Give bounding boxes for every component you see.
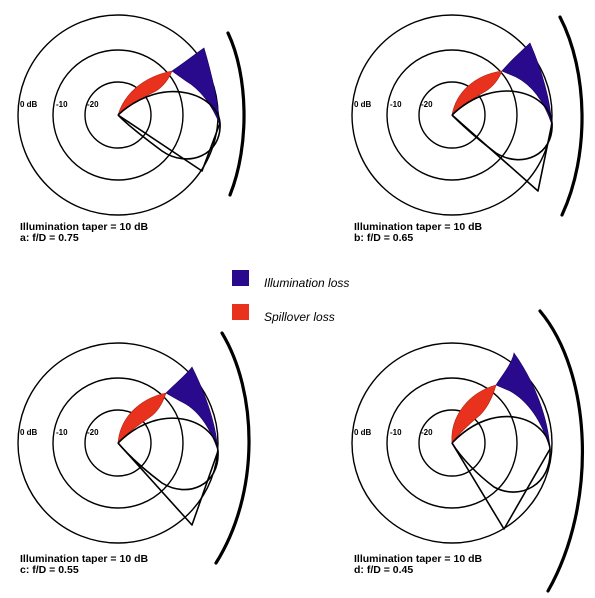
ring-label-minus20: -20 [421, 428, 433, 437]
panel-d: 0 dB -10 -20 [351, 309, 584, 593]
ring-minus20db [418, 409, 486, 477]
reflector-arc [538, 309, 584, 593]
panel-a-caption-fd: a: f/D = 0.75 [20, 232, 79, 244]
ring-minus10db [52, 377, 184, 509]
spillover-loss-region [451, 384, 497, 444]
ring-label-0db: 0 dB [354, 428, 372, 437]
reflector-arc [214, 331, 251, 565]
feed-pattern-lobe [451, 415, 551, 493]
edge-ray [117, 442, 219, 526]
ring-label-minus10: -10 [56, 428, 68, 437]
illumination-loss-region [495, 352, 551, 450]
panel-b: 0 dB -10 -20 [351, 14, 584, 217]
legend: Illumination loss Spillover loss [232, 270, 349, 324]
ring-0db [351, 14, 553, 216]
panel-d-caption-fd: d: f/D = 0.45 [354, 564, 413, 576]
ring-label-0db: 0 dB [354, 100, 372, 109]
edge-ray [117, 114, 221, 172]
edge-ray [451, 114, 553, 192]
legend-swatch-spillover [232, 304, 249, 320]
ring-minus20db [418, 81, 486, 149]
ring-minus10db [386, 377, 518, 509]
reflector-arc [558, 15, 584, 217]
ring-0db [17, 342, 219, 544]
legend-label-illumination: Illumination loss [264, 276, 349, 290]
ring-label-minus10: -10 [390, 428, 402, 437]
illumination-loss-region [165, 366, 219, 452]
ring-minus10db [52, 49, 184, 181]
ring-label-minus10: -10 [56, 100, 68, 109]
ring-minus10db [386, 49, 518, 181]
panel-c-caption-fd: c: f/D = 0.55 [20, 564, 79, 576]
illumination-loss-region [501, 42, 553, 126]
panel-b-caption-fd: b: f/D = 0.65 [354, 232, 413, 244]
feed-pattern-lobe [117, 90, 221, 160]
panel-d-caption-taper: Illumination taper = 10 dB [354, 553, 482, 565]
ring-label-minus20: -20 [87, 100, 99, 109]
panel-a-caption-taper: Illumination taper = 10 dB [20, 221, 148, 233]
legend-swatch-illumination [232, 270, 249, 286]
spillover-loss-region [117, 392, 167, 445]
feed-pattern-lobe [117, 417, 219, 491]
ring-label-0db: 0 dB [20, 428, 38, 437]
panel-a: 0 dB -10 -20 [17, 14, 246, 216]
ring-label-minus20: -20 [421, 100, 433, 109]
reflector-arc [226, 31, 246, 197]
ring-0db [351, 342, 553, 544]
ring-label-minus20: -20 [87, 428, 99, 437]
ring-minus20db [84, 81, 152, 149]
ring-label-minus10: -10 [390, 100, 402, 109]
panel-c: 0 dB -10 -20 [17, 331, 251, 565]
panel-b-caption-taper: Illumination taper = 10 dB [354, 221, 482, 233]
edge-ray [451, 442, 551, 530]
ring-label-0db: 0 dB [20, 100, 38, 109]
ring-minus20db [84, 409, 152, 477]
illumination-loss-region [171, 47, 221, 126]
legend-label-spillover: Spillover loss [264, 310, 335, 324]
panel-c-caption-taper: Illumination taper = 10 dB [20, 553, 148, 565]
